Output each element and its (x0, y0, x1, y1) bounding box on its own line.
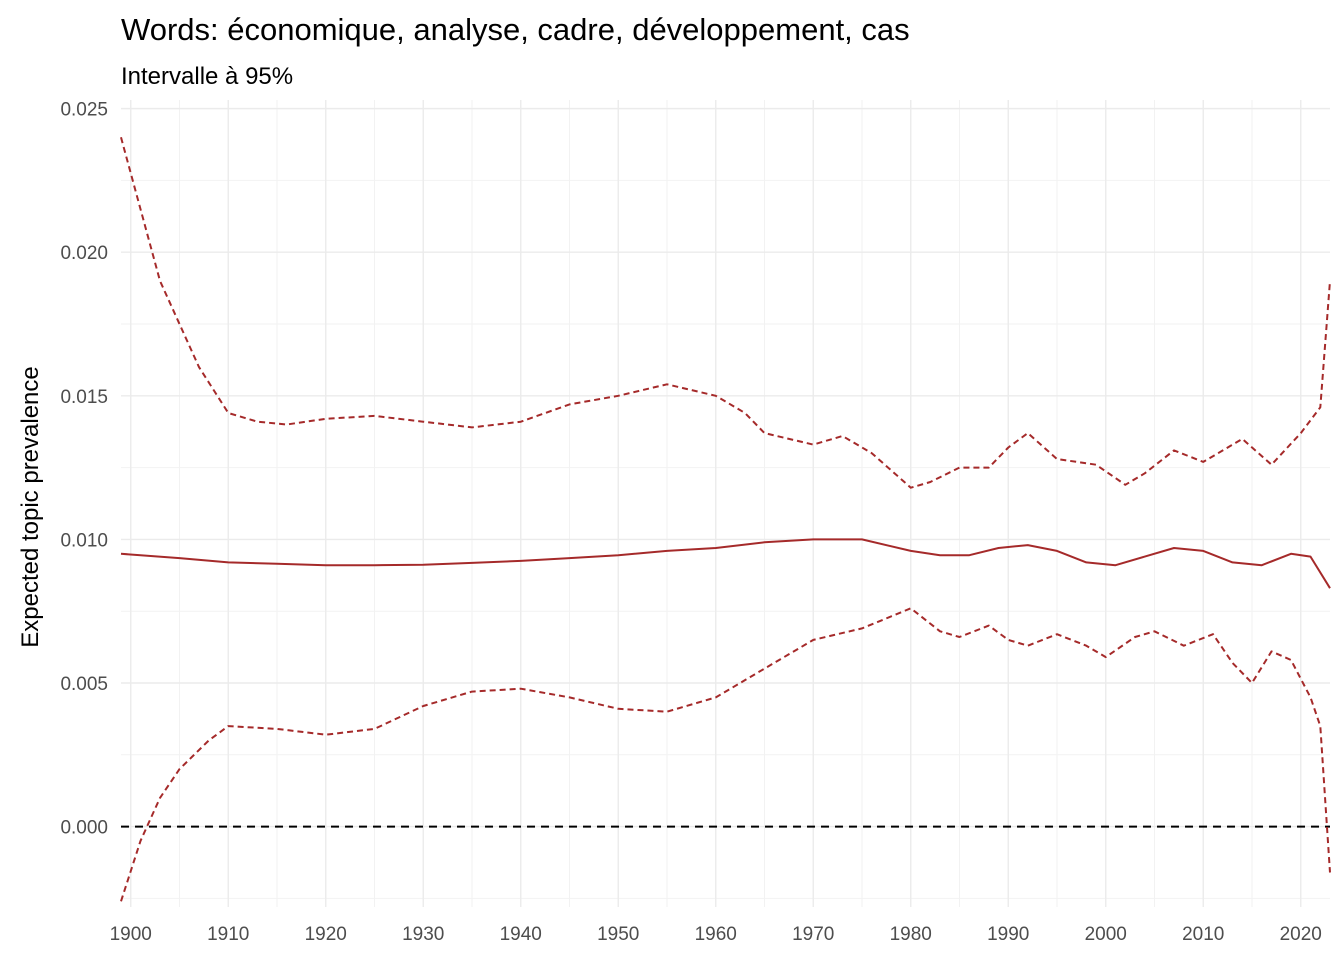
x-tick-label: 1900 (110, 924, 152, 945)
y-tick-label: 0.010 (60, 530, 108, 551)
x-tick-label: 1910 (207, 924, 249, 945)
y-tick-labels: 0.000 0.005 0.010 0.015 0.020 0.025 (60, 100, 108, 839)
grid-minor (121, 100, 1330, 907)
series-line-lower (120, 607, 1331, 902)
x-tick-label: 2000 (1085, 924, 1127, 945)
x-tick-label: 1950 (597, 924, 639, 945)
x-tick-label: 1960 (695, 924, 737, 945)
x-tick-label: 2010 (1182, 924, 1224, 945)
x-tick-label: 1980 (890, 924, 932, 945)
x-tick-label: 1940 (500, 924, 542, 945)
series-line-estimate (120, 538, 1331, 589)
x-tick-label: 1970 (792, 924, 834, 945)
x-tick-label: 1930 (402, 924, 444, 945)
series-line-upper (120, 137, 1331, 489)
chart-title: Words: économique, analyse, cadre, dével… (121, 12, 910, 47)
x-tick-label: 1990 (987, 924, 1029, 945)
y-tick-label: 0.025 (60, 100, 108, 121)
grid-major (121, 100, 1330, 907)
x-tick-label: 2020 (1280, 924, 1322, 945)
x-tick-label: 1920 (305, 924, 347, 945)
y-tick-label: 0.020 (60, 243, 108, 264)
y-tick-label: 0.000 (60, 818, 108, 839)
chart-subtitle: Intervalle à 95% (121, 63, 293, 90)
y-tick-label: 0.015 (60, 387, 108, 408)
y-axis-label: Expected topic prevalence (17, 366, 44, 648)
x-tick-labels: 1900 1910 1920 1930 1940 1950 1960 1970 1980 1990… (110, 924, 1322, 945)
series-lines (120, 137, 1331, 902)
y-tick-label: 0.005 (60, 674, 108, 695)
